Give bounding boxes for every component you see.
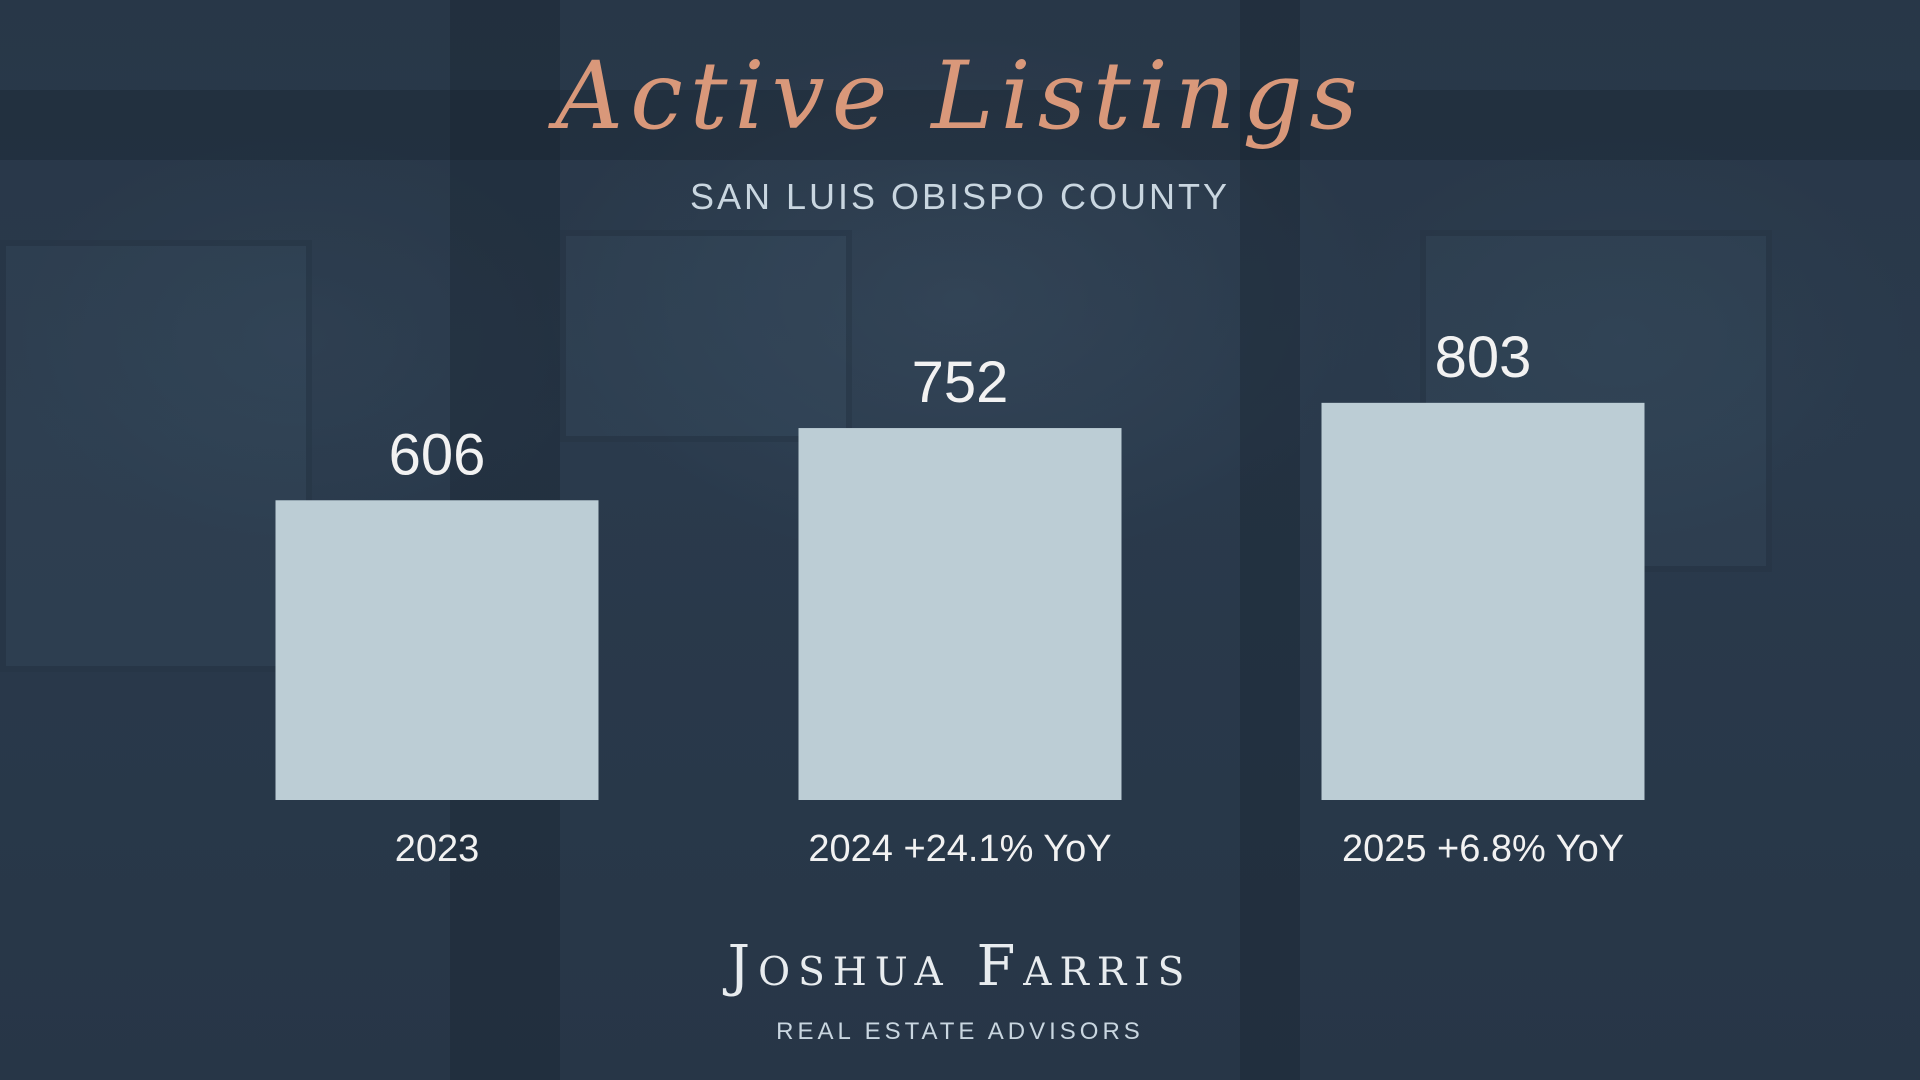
data-label: 803 bbox=[1435, 325, 1532, 390]
brand-tagline: REAL ESTATE ADVISORS bbox=[776, 1018, 1144, 1045]
window-post-decor bbox=[1240, 0, 1300, 1080]
window-pane-decor bbox=[560, 230, 852, 442]
data-label: 606 bbox=[389, 422, 486, 487]
bar-2024 bbox=[798, 428, 1122, 800]
bar-2025 bbox=[1321, 402, 1645, 800]
category-label: 2024 +24.1% YoY bbox=[808, 828, 1111, 870]
category-label: 2023 bbox=[395, 828, 480, 870]
window-post-decor bbox=[0, 90, 1920, 160]
chart-title: Active Listings bbox=[555, 42, 1365, 151]
chart-subtitle: SAN LUIS OBISPO COUNTY bbox=[689, 176, 1231, 217]
data-label: 752 bbox=[912, 350, 1009, 415]
window-pane-decor bbox=[0, 240, 312, 672]
brand-name: Joshua Farris bbox=[727, 934, 1193, 999]
bar-2023 bbox=[275, 500, 599, 800]
category-label: 2025 +6.8% YoY bbox=[1342, 828, 1624, 870]
